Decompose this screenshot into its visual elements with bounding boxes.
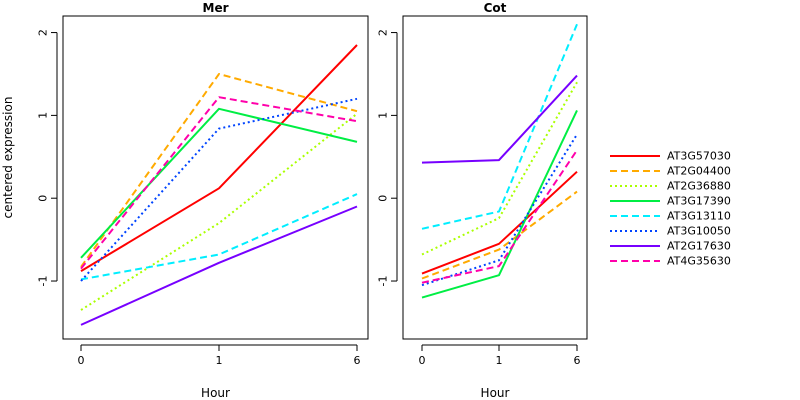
legend-label-at2g04400: AT2G04400 (667, 165, 731, 178)
panel-2-y-tick-label-1: 0 (377, 195, 390, 202)
panel-1-series-at3g10050 (80, 97, 358, 282)
panel-2-series-at3g13110 (421, 23, 578, 230)
panel-2-series-at2g17630 (421, 74, 578, 164)
panel-2-series-at3g17390 (421, 109, 578, 299)
panel-2-x-tick-label-6: 6 (574, 354, 581, 367)
panel-1-x-tick-label-0: 0 (78, 354, 85, 367)
panel-1-title: Mer (203, 1, 229, 15)
panel-1-series-at3g17390 (80, 107, 358, 259)
legend-label-at3g57030: AT3G57030 (667, 150, 731, 163)
legend-label-at2g17630: AT2G17630 (667, 240, 731, 253)
panel-1-series-at2g17630 (80, 205, 358, 326)
panel-1-y-tick-label-0: -1 (37, 276, 50, 287)
panel-2-frame (402, 15, 588, 340)
panel-2-y-tick-label-3: 2 (377, 29, 390, 36)
panel-1-y-tick-label-2: 1 (37, 112, 50, 119)
panel-2-x-axis-title: Hour (481, 386, 510, 400)
panel-1-y-tick-label-3: 2 (37, 29, 50, 36)
panel-1-x-tick-label-1: 1 (216, 354, 223, 367)
panel-1-y-tick-label-1: 0 (37, 195, 50, 202)
legend-label-at3g17390: AT3G17390 (667, 195, 731, 208)
legend-label-at3g10050: AT3G10050 (667, 225, 731, 238)
panel-2-x-tick-label-0: 0 (419, 354, 426, 367)
panel-2-y-tick-label-2: 1 (377, 112, 390, 119)
panel-1-series-at2g04400 (80, 73, 358, 268)
panel-1-series-at3g13110 (80, 193, 358, 281)
panel-1-x-axis-title: Hour (201, 386, 230, 400)
panel-1-series-at4g35630 (80, 96, 358, 270)
panel-2-y-tick-label-0: -1 (377, 276, 390, 287)
panel-1-x-tick-label-6: 6 (354, 354, 361, 367)
legend-label-at2g36880: AT2G36880 (667, 180, 731, 193)
legend-label-at4g35630: AT4G35630 (667, 255, 731, 268)
panel-1-series-at2g36880 (80, 112, 358, 311)
panel-1-y-axis-title: centered expression (1, 97, 15, 219)
panel-2-x-tick-label-1: 1 (496, 354, 503, 367)
panel-1-frame (62, 15, 369, 340)
panel-2-series-at2g04400 (421, 190, 578, 280)
panel-2-series-at3g57030 (421, 170, 578, 275)
panel-2-series-at4g35630 (421, 149, 578, 284)
panel-2-title: Cot (484, 1, 507, 15)
panel-1-series-at3g57030 (80, 44, 358, 272)
panel-2-series-at2g36880 (421, 81, 578, 256)
legend-label-at3g13110: AT3G13110 (667, 210, 731, 223)
